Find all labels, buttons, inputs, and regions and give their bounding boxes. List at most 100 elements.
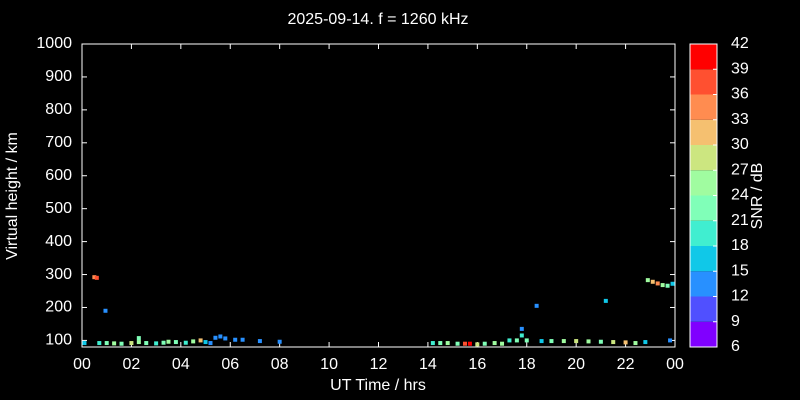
colorbar-tick-label: 27: [731, 161, 749, 178]
colorbar-swatch: [690, 220, 717, 246]
data-point: [161, 340, 166, 345]
data-point: [475, 342, 480, 347]
data-point: [665, 283, 670, 288]
x-tick-label: 18: [518, 356, 536, 373]
data-point: [482, 341, 487, 346]
data-point: [183, 340, 188, 345]
colorbar-tick-label: 36: [731, 86, 749, 103]
x-tick-label: 22: [617, 356, 635, 373]
data-point: [492, 341, 497, 346]
y-tick-label: 400: [45, 233, 72, 250]
colorbar-tick-label: 39: [731, 60, 749, 77]
data-point: [94, 275, 99, 280]
data-point: [668, 338, 673, 343]
data-point: [445, 341, 450, 346]
colorbar-tick-label: 9: [731, 313, 740, 330]
y-tick-label: 800: [45, 101, 72, 118]
data-point: [519, 326, 524, 331]
colorbar-tick-label: 21: [731, 212, 749, 229]
x-tick-label: 04: [172, 356, 190, 373]
colorbar-tick-label: 24: [731, 187, 749, 204]
x-tick-label: 16: [468, 356, 486, 373]
colorbar-label: SNR / dB: [749, 163, 766, 230]
data-point: [191, 339, 196, 344]
data-point: [218, 334, 223, 339]
data-point: [103, 308, 108, 313]
y-tick-label: 300: [45, 266, 72, 283]
y-tick-label: 600: [45, 167, 72, 184]
data-point: [208, 341, 213, 346]
data-point: [507, 338, 512, 343]
data-point: [213, 335, 218, 340]
data-point: [623, 340, 628, 345]
colorbar-tick-label: 18: [731, 237, 749, 254]
x-tick-label: 10: [320, 356, 338, 373]
data-point: [136, 340, 141, 345]
x-tick-label: 08: [271, 356, 289, 373]
colorbar-swatch: [690, 69, 717, 95]
colorbar-tick-label: 15: [731, 262, 749, 279]
data-point: [104, 341, 109, 346]
y-tick-label: 200: [45, 299, 72, 316]
x-axis-label: UT Time / hrs: [330, 377, 426, 394]
colorbar-tick-label: 12: [731, 288, 749, 305]
data-point: [240, 337, 245, 342]
data-point: [455, 341, 460, 346]
data-point: [129, 341, 134, 346]
colorbar-swatch: [690, 119, 717, 145]
data-point: [519, 333, 524, 338]
data-point: [539, 339, 544, 344]
colorbar-swatch: [690, 246, 717, 272]
data-point: [650, 279, 655, 284]
data-point: [598, 339, 603, 344]
y-tick-label: 500: [45, 200, 72, 217]
y-tick-label: 100: [45, 332, 72, 349]
x-tick-label: 00: [666, 356, 684, 373]
data-point: [92, 275, 97, 280]
data-point: [524, 338, 529, 343]
data-point: [500, 341, 505, 346]
data-point: [82, 341, 87, 346]
chart-title: 2025-09-14. f = 1260 kHz: [287, 11, 468, 28]
x-tick-label: 20: [567, 356, 585, 373]
data-point: [166, 339, 171, 344]
data-point: [430, 341, 435, 346]
data-point: [198, 338, 203, 343]
colorbar-tick-label: 6: [731, 338, 740, 355]
data-point: [561, 339, 566, 344]
data-point: [173, 340, 178, 345]
data-point: [97, 341, 102, 346]
data-point: [462, 341, 467, 346]
data-point: [438, 341, 443, 346]
data-point: [203, 340, 208, 345]
colorbar-swatch: [690, 321, 717, 347]
data-point: [514, 338, 519, 343]
data-point: [154, 341, 159, 346]
data-point: [233, 337, 238, 342]
data-point: [586, 339, 591, 344]
colorbar-swatch: [690, 195, 717, 221]
data-point: [643, 340, 648, 345]
colorbar-swatch: [690, 170, 717, 196]
data-point: [549, 339, 554, 344]
data-point: [645, 278, 650, 283]
data-point: [534, 303, 539, 308]
x-tick-label: 12: [370, 356, 388, 373]
data-point: [611, 340, 616, 345]
plot-frame: [81, 43, 676, 348]
data-point: [603, 298, 608, 303]
data-point: [119, 341, 124, 346]
data-point: [136, 336, 141, 341]
data-point: [257, 339, 262, 344]
colorbar-tick-label: 42: [731, 35, 749, 52]
data-point: [655, 281, 660, 286]
x-tick-label: 06: [221, 356, 239, 373]
colorbar-swatch: [690, 145, 717, 171]
y-tick-label: 700: [45, 134, 72, 151]
x-tick-label: 00: [73, 356, 91, 373]
data-point: [223, 336, 228, 341]
data-point: [633, 341, 638, 346]
colorbar-tick-label: 33: [731, 111, 749, 128]
data-point: [277, 339, 282, 344]
